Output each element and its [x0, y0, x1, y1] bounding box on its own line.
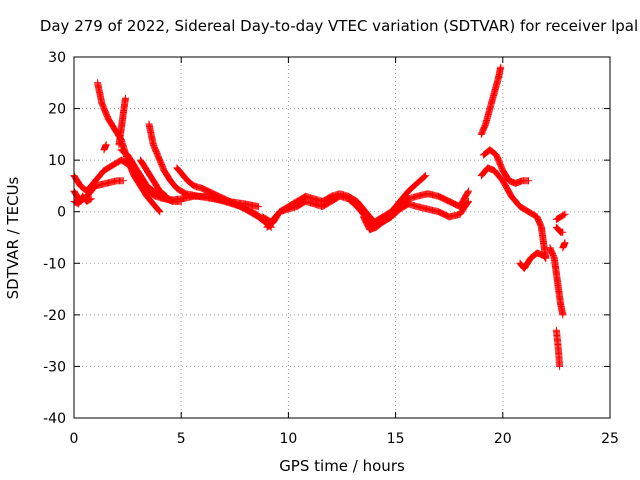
x-tick-label: 20	[494, 431, 512, 447]
data-marker-path	[552, 326, 564, 370]
axis-ticks	[73, 56, 611, 419]
y-tick-label: 0	[57, 205, 66, 221]
x-tick-label: 10	[279, 431, 297, 447]
grid-lines	[74, 57, 610, 418]
data-marker-path	[480, 146, 532, 187]
y-tick-label: -30	[43, 359, 66, 375]
series-arc-19	[552, 223, 567, 236]
x-tick-label: 25	[601, 431, 619, 447]
data-marker-path	[552, 210, 569, 223]
y-tick-labels: -40 -30 -20 -10 0 10 20 30	[43, 50, 66, 427]
data-marker-path	[477, 63, 505, 138]
series-arc-9	[137, 156, 170, 200]
data-marker-path	[100, 141, 110, 154]
x-tick-label: 5	[177, 431, 186, 447]
series-arc-10	[173, 164, 271, 226]
data-marker-path	[477, 164, 550, 262]
data-marker-path	[137, 156, 170, 200]
series-arc-20	[546, 244, 567, 319]
y-axis-label: SDTVAR / TECUs	[4, 176, 22, 299]
y-tick-label: -10	[43, 256, 66, 272]
data-marker-path	[552, 223, 567, 236]
series-arc-18	[552, 210, 569, 223]
x-tick-label: 0	[70, 431, 79, 447]
plot-frame	[73, 56, 611, 419]
data-marker-path	[173, 164, 271, 226]
series-arc-22	[552, 326, 564, 370]
series-arc-16	[477, 164, 550, 262]
series-arc-17	[516, 249, 550, 272]
y-tick-label: 30	[48, 50, 66, 66]
y-tick-label: 10	[48, 153, 66, 169]
data-marker-path	[115, 94, 129, 149]
x-tick-label: 15	[387, 431, 405, 447]
series-arc-15	[480, 146, 532, 187]
chart-title: Day 279 of 2022, Sidereal Day-to-day VTE…	[40, 17, 638, 35]
data-points	[70, 63, 569, 370]
x-axis-label: GPS time / hours	[279, 457, 405, 475]
x-tick-labels: 0 5 10 15 20 25	[70, 431, 619, 447]
data-marker-path	[359, 197, 472, 234]
series-arc-21	[559, 239, 569, 252]
data-marker-path	[546, 244, 567, 319]
series-arc-6	[115, 94, 129, 149]
y-tick-label: -40	[43, 411, 66, 427]
series-arc-13	[359, 197, 472, 234]
series-arc-14	[477, 63, 505, 138]
y-tick-label: 20	[48, 102, 66, 118]
data-marker-path	[516, 249, 550, 272]
y-tick-label: -20	[43, 308, 66, 324]
series-arc-5	[100, 141, 110, 154]
data-marker-path	[559, 239, 569, 252]
